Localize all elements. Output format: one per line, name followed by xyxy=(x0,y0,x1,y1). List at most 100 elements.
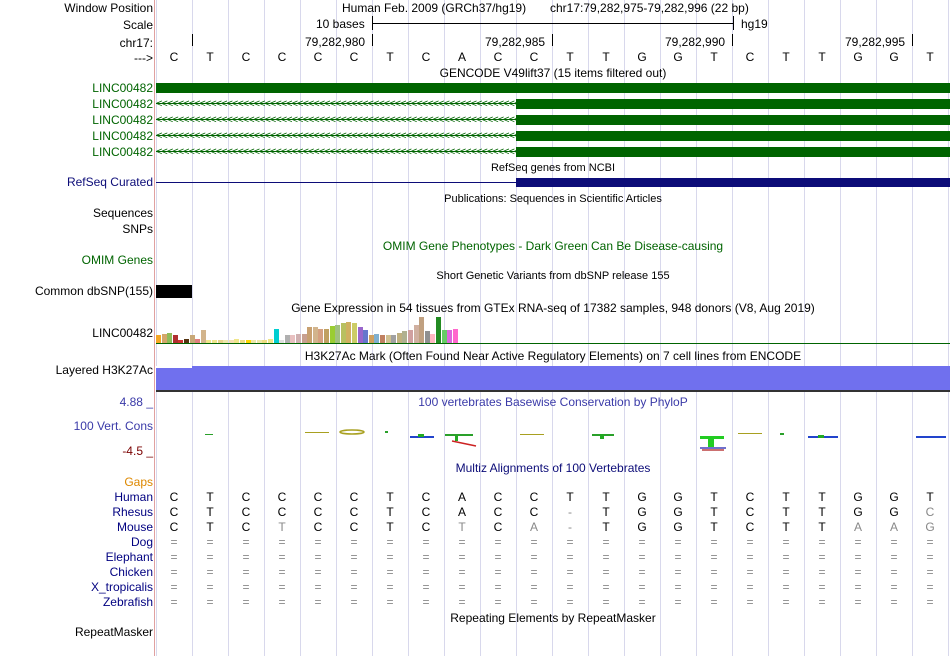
gtex-tissue-bar[interactable] xyxy=(396,333,402,343)
gtex-tissue-bar[interactable] xyxy=(419,317,425,343)
multiz-species-label[interactable]: Chicken xyxy=(109,565,153,579)
omim-label[interactable]: OMIM Genes xyxy=(81,253,153,267)
gtex-tissue-bar[interactable] xyxy=(156,335,161,343)
h3k27ac-track-title[interactable]: H3K27Ac Mark (Often Found Near Active Re… xyxy=(304,349,802,363)
gtex-tissue-bar[interactable] xyxy=(385,335,391,343)
gencode-exon[interactable] xyxy=(516,131,950,141)
gencode-exon[interactable] xyxy=(516,115,950,125)
gtex-tissue-bar[interactable] xyxy=(307,327,313,343)
gtex-tissue-bar[interactable] xyxy=(352,323,357,343)
gtex-tissue-bar[interactable] xyxy=(329,326,335,343)
phylop-track-title[interactable]: 100 vertebrates Basewise Conservation by… xyxy=(418,395,688,409)
gtex-tissue-bar[interactable] xyxy=(413,325,419,343)
gtex-tissue-bar[interactable] xyxy=(195,339,201,343)
gtex-tissue-bar[interactable] xyxy=(335,325,341,343)
gencode-track-title[interactable]: GENCODE V49lift37 (15 items filtered out… xyxy=(439,66,667,80)
gtex-tissue-bar[interactable] xyxy=(402,331,408,343)
gtex-tissue-bar[interactable] xyxy=(228,340,234,343)
multiz-species-label[interactable]: X_tropicalis xyxy=(90,580,153,594)
gtex-tissue-bar[interactable] xyxy=(161,334,167,343)
gencode-exon[interactable] xyxy=(516,147,950,157)
gtex-tissue-bar[interactable] xyxy=(452,329,458,343)
gtex-track-title[interactable]: Gene Expression in 54 tissues from GTEx … xyxy=(291,301,815,315)
gtex-tissue-bar[interactable] xyxy=(296,334,301,343)
gtex-tissue-bar[interactable] xyxy=(436,317,441,343)
gencode-item-label[interactable]: LINC00482 xyxy=(92,81,153,95)
gtex-tissue-bar[interactable] xyxy=(200,330,206,343)
phylop-label[interactable]: 100 Vert. Cons xyxy=(73,419,153,433)
gencode-exon[interactable] xyxy=(156,83,950,93)
gtex-tissue-bar[interactable] xyxy=(189,335,195,343)
gtex-tissue-bar[interactable] xyxy=(290,335,296,343)
snps-label[interactable]: SNPs xyxy=(122,222,153,236)
refseq-exon[interactable] xyxy=(516,178,950,187)
gtex-tissue-bar[interactable] xyxy=(172,335,178,343)
refseq-label[interactable]: RefSeq Curated xyxy=(66,175,153,189)
refseq-track-title[interactable]: RefSeq genes from NCBI xyxy=(490,162,616,174)
gencode-item-label[interactable]: LINC00482 xyxy=(92,97,153,111)
dbsnp-label[interactable]: Common dbSNP(155) xyxy=(34,284,153,298)
gtex-tissue-bar[interactable] xyxy=(206,340,212,343)
gtex-tissue-bar[interactable] xyxy=(256,340,262,343)
multiz-species-label[interactable]: Rhesus xyxy=(112,505,153,519)
gtex-tissue-bar[interactable] xyxy=(380,335,385,343)
gtex-label[interactable]: LINC00482 xyxy=(92,326,153,340)
gencode-item-label[interactable]: LINC00482 xyxy=(92,113,153,127)
gtex-tissue-bar[interactable] xyxy=(301,334,307,343)
multiz-species-label[interactable]: Mouse xyxy=(116,520,153,534)
publications-sequences-label[interactable]: Sequences xyxy=(92,206,153,220)
gencode-item-label[interactable]: LINC00482 xyxy=(92,145,153,159)
gtex-tissue-bar[interactable] xyxy=(178,340,184,343)
gtex-tissue-bar[interactable] xyxy=(268,339,273,343)
gtex-tissue-bar[interactable] xyxy=(273,329,279,343)
gtex-tissue-bar[interactable] xyxy=(217,340,223,343)
multiz-species-label[interactable]: Dog xyxy=(130,535,153,549)
gtex-tissue-bar[interactable] xyxy=(374,334,380,343)
gtex-tissue-bar[interactable] xyxy=(324,329,329,343)
gtex-tissue-bar[interactable] xyxy=(262,340,268,343)
gtex-tissue-bar[interactable] xyxy=(284,335,290,343)
gtex-tissue-bar[interactable] xyxy=(251,340,257,343)
gtex-tissue-bar[interactable] xyxy=(223,340,229,343)
gencode-exon[interactable] xyxy=(516,99,950,109)
gtex-tissue-bar[interactable] xyxy=(346,322,352,343)
gtex-tissue-bar[interactable] xyxy=(363,330,369,343)
omim-track-title[interactable]: OMIM Gene Phenotypes - Dark Green Can Be… xyxy=(382,239,724,253)
repeatmasker-track-title[interactable]: Repeating Elements by RepeatMasker xyxy=(450,611,656,625)
gtex-tissue-bar[interactable] xyxy=(430,334,436,343)
multiz-base: C xyxy=(313,505,323,519)
h3k27ac-label[interactable]: Layered H3K27Ac xyxy=(55,363,153,377)
gtex-tissue-bar[interactable] xyxy=(368,335,374,343)
dbsnp-variant[interactable] xyxy=(156,285,192,298)
multiz-species-label[interactable]: Human xyxy=(114,490,153,504)
gtex-tissue-bar[interactable] xyxy=(279,340,285,343)
gtex-tissue-bar[interactable] xyxy=(318,329,324,343)
gaps-label[interactable]: Gaps xyxy=(124,475,153,489)
gtex-tissue-bar[interactable] xyxy=(240,340,245,343)
gtex-tissue-bar[interactable] xyxy=(408,330,413,343)
publications-track-title[interactable]: Publications: Sequences in Scientific Ar… xyxy=(444,193,662,205)
gtex-tissue-bar[interactable] xyxy=(184,339,189,343)
repeatmasker-label[interactable]: RepeatMasker xyxy=(74,625,153,639)
gtex-tissue-bar[interactable] xyxy=(234,339,240,343)
multiz-base: C xyxy=(493,520,503,534)
gtex-tissue-bar[interactable] xyxy=(424,331,430,343)
gtex-tissue-bar[interactable] xyxy=(391,335,397,343)
multiz-base: G xyxy=(853,505,863,519)
gtex-tissue-bar[interactable] xyxy=(340,323,346,343)
dbsnp-track-title[interactable]: Short Genetic Variants from dbSNP releas… xyxy=(436,270,670,282)
multiz-track-title[interactable]: Multiz Alignments of 100 Vertebrates xyxy=(455,461,651,475)
multiz-species-label[interactable]: Zebrafish xyxy=(102,595,153,609)
gtex-tissue-bar[interactable] xyxy=(245,340,251,343)
gtex-tissue-bar[interactable] xyxy=(212,340,217,343)
gtex-tissue-bar[interactable] xyxy=(441,330,447,343)
multiz-species-label[interactable]: Elephant xyxy=(105,550,153,564)
gtex-tissue-bar[interactable] xyxy=(167,333,173,343)
gencode-item-label[interactable]: LINC00482 xyxy=(92,129,153,143)
multiz-base: = xyxy=(674,535,682,549)
gtex-tissue-bar[interactable] xyxy=(447,330,453,343)
gtex-tissue-bar[interactable] xyxy=(312,327,318,343)
gtex-tissue-bar[interactable] xyxy=(357,327,363,343)
h3k27ac-signal[interactable] xyxy=(156,366,950,390)
